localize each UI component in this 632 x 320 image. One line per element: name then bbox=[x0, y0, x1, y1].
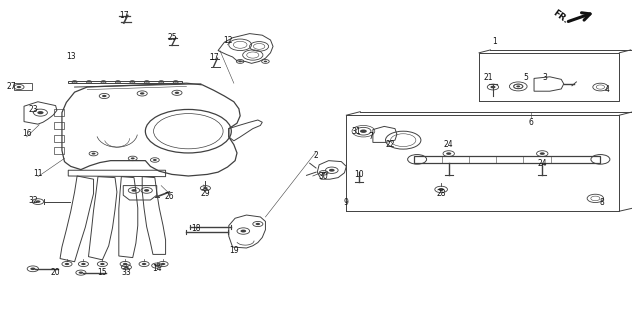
Text: 11: 11 bbox=[33, 169, 43, 178]
Circle shape bbox=[131, 157, 135, 159]
Text: 29: 29 bbox=[200, 189, 210, 198]
Bar bbox=[54, 122, 64, 129]
Circle shape bbox=[140, 92, 145, 95]
Text: 23: 23 bbox=[28, 105, 38, 114]
Circle shape bbox=[255, 223, 260, 225]
Text: 18: 18 bbox=[191, 224, 201, 233]
Circle shape bbox=[153, 159, 157, 161]
Bar bbox=[54, 135, 64, 142]
Bar bbox=[414, 156, 600, 163]
Circle shape bbox=[490, 86, 495, 88]
Circle shape bbox=[88, 81, 90, 83]
Text: 26: 26 bbox=[164, 192, 174, 201]
Circle shape bbox=[37, 111, 44, 114]
Text: 17: 17 bbox=[119, 12, 129, 20]
Text: 20: 20 bbox=[51, 268, 61, 277]
Text: 25: 25 bbox=[167, 33, 177, 42]
Text: 12: 12 bbox=[222, 36, 233, 45]
Circle shape bbox=[124, 266, 129, 268]
Text: 22: 22 bbox=[386, 140, 396, 149]
Circle shape bbox=[238, 60, 242, 62]
Text: 14: 14 bbox=[152, 264, 162, 273]
Circle shape bbox=[160, 81, 162, 83]
Circle shape bbox=[73, 81, 76, 83]
Text: 28: 28 bbox=[436, 189, 446, 198]
Circle shape bbox=[174, 92, 179, 94]
Text: 30: 30 bbox=[319, 172, 329, 181]
Text: 1: 1 bbox=[492, 37, 497, 46]
Text: 17: 17 bbox=[209, 53, 219, 62]
Circle shape bbox=[360, 130, 367, 133]
Circle shape bbox=[438, 188, 444, 191]
Circle shape bbox=[144, 189, 149, 192]
Bar bbox=[54, 109, 64, 116]
Circle shape bbox=[131, 189, 137, 192]
Circle shape bbox=[516, 85, 520, 87]
Circle shape bbox=[123, 263, 128, 265]
Text: 5: 5 bbox=[523, 73, 528, 82]
Text: 19: 19 bbox=[229, 246, 239, 255]
Circle shape bbox=[264, 60, 267, 62]
Circle shape bbox=[30, 268, 35, 270]
Circle shape bbox=[446, 152, 451, 155]
Circle shape bbox=[81, 263, 86, 265]
Bar bbox=[54, 147, 64, 154]
Text: 10: 10 bbox=[354, 170, 364, 179]
Circle shape bbox=[102, 81, 105, 83]
Circle shape bbox=[16, 86, 21, 88]
Text: FR.: FR. bbox=[551, 8, 570, 26]
Text: 31: 31 bbox=[351, 127, 362, 136]
Text: 3: 3 bbox=[542, 73, 547, 82]
Circle shape bbox=[540, 152, 545, 155]
Circle shape bbox=[131, 81, 133, 83]
Circle shape bbox=[145, 81, 148, 83]
Circle shape bbox=[329, 169, 335, 172]
Circle shape bbox=[78, 271, 83, 274]
Circle shape bbox=[322, 172, 325, 174]
Text: 24: 24 bbox=[537, 159, 547, 168]
Circle shape bbox=[161, 263, 166, 265]
Circle shape bbox=[117, 81, 119, 83]
Text: 13: 13 bbox=[66, 52, 76, 61]
Bar bbox=[14, 83, 32, 90]
Text: 9: 9 bbox=[344, 198, 349, 207]
Circle shape bbox=[154, 264, 159, 267]
Circle shape bbox=[203, 187, 208, 189]
Text: 4: 4 bbox=[604, 85, 609, 94]
Text: 16: 16 bbox=[21, 129, 32, 138]
Text: 6: 6 bbox=[528, 118, 533, 127]
Circle shape bbox=[174, 81, 177, 83]
Circle shape bbox=[240, 230, 246, 232]
Text: 32: 32 bbox=[28, 196, 38, 205]
Text: 21: 21 bbox=[483, 73, 493, 82]
Circle shape bbox=[142, 263, 147, 265]
Text: 33: 33 bbox=[121, 268, 131, 277]
Text: 27: 27 bbox=[6, 82, 16, 91]
Text: 24: 24 bbox=[444, 140, 454, 149]
Circle shape bbox=[92, 153, 95, 155]
Text: 2: 2 bbox=[313, 151, 319, 160]
Text: 8: 8 bbox=[599, 198, 604, 207]
Text: 7: 7 bbox=[368, 132, 373, 141]
Circle shape bbox=[100, 263, 105, 265]
Text: 15: 15 bbox=[97, 268, 107, 277]
Circle shape bbox=[64, 263, 70, 265]
Circle shape bbox=[35, 200, 40, 203]
Circle shape bbox=[102, 95, 107, 97]
